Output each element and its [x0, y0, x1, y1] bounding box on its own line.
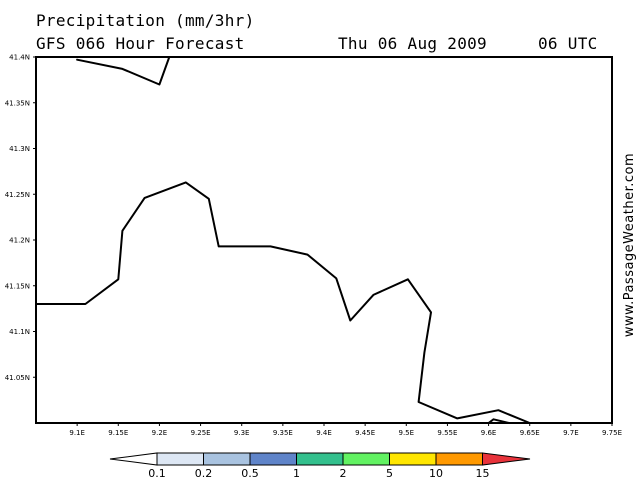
lat-tick-label: 41.05N [5, 374, 30, 382]
lon-tick-label: 9.55E [437, 429, 457, 437]
legend-swatch [435, 452, 483, 466]
coastline-segment-0 [76, 56, 171, 86]
lon-tick-label: 9.6E [481, 429, 497, 437]
latitude-ticks: 41.4N 41.35N 41.3N 41.25N 41.2N 41.15N 41.1N 41… [5, 54, 36, 382]
legend-swatch [249, 452, 297, 466]
valid-date: Thu 06 Aug 2009 [338, 34, 487, 53]
lon-tick-label: 9.7E [563, 429, 579, 437]
map-frame [35, 56, 613, 424]
lon-tick-label: 9.45E [355, 429, 375, 437]
lon-tick-label: 9.65E [520, 429, 540, 437]
longitude-ticks: 9.1E 9.15E 9.2E 9.25E 9.3E 9.35E 9.4E 9.45E 9.5E… [69, 423, 622, 437]
legend-label: 0.1 [148, 467, 166, 480]
legend-label: 10 [429, 467, 443, 480]
coastline-segment-1 [35, 181, 531, 424]
lat-tick-label: 41.4N [9, 54, 30, 62]
lat-tick-label: 41.15N [5, 282, 30, 290]
legend-label: 1 [293, 467, 300, 480]
lon-tick-label: 9.3E [234, 429, 250, 437]
valid-time: 06 UTC [538, 34, 598, 53]
chart-title: Precipitation (mm/3hr) [36, 11, 255, 30]
legend-swatch [296, 452, 344, 466]
legend-label: 0.5 [241, 467, 259, 480]
legend-swatch [203, 452, 251, 466]
legend-swatch [342, 452, 390, 466]
legend-arrow-high [482, 452, 531, 466]
legend-arrow-low [109, 452, 158, 466]
forecast-label: GFS 066 Hour Forecast [36, 34, 245, 53]
lon-tick-label: 9.25E [191, 429, 211, 437]
precipitation-legend: 0.1 0.2 0.5 1 2 5 10 15 [109, 452, 531, 480]
lon-tick-label: 9.2E [152, 429, 168, 437]
legend-swatch [389, 452, 437, 466]
lon-tick-label: 9.35E [273, 429, 293, 437]
lon-tick-label: 9.5E [399, 429, 415, 437]
lon-tick-label: 9.1E [69, 429, 85, 437]
lat-tick-label: 41.25N [5, 191, 30, 199]
legend-label: 2 [340, 467, 347, 480]
lon-tick-label: 9.15E [108, 429, 128, 437]
legend-label: 15 [476, 467, 490, 480]
lat-tick-label: 41.35N [5, 99, 30, 107]
legend-label: 5 [386, 467, 393, 480]
lat-tick-label: 41.3N [9, 145, 30, 153]
legend-swatch [156, 452, 204, 466]
lat-tick-label: 41.2N [9, 237, 30, 245]
coastline-segment-2 [487, 418, 511, 424]
lat-tick-label: 41.1N [9, 328, 30, 336]
coastline-layer [35, 56, 531, 424]
lon-tick-label: 9.75E [602, 429, 622, 437]
lon-tick-label: 9.4E [316, 429, 332, 437]
watermark: www.PassageWeather.com [622, 152, 637, 338]
legend-label: 0.2 [195, 467, 213, 480]
